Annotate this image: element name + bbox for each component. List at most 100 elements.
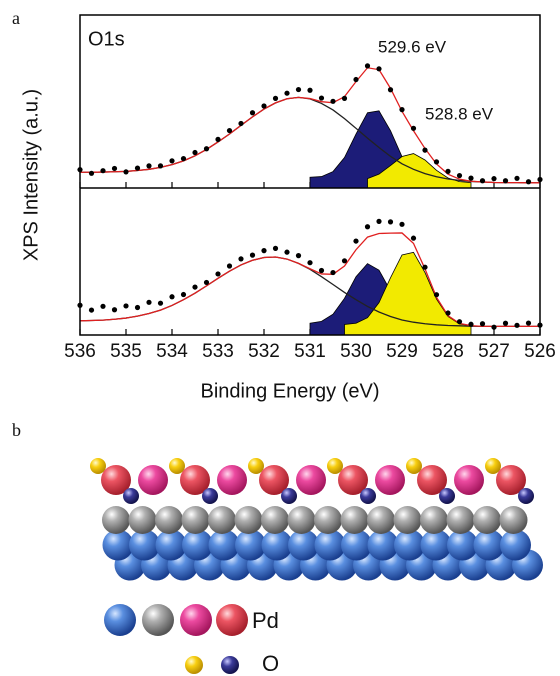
data-point xyxy=(514,322,520,328)
atom xyxy=(180,465,210,495)
data-point xyxy=(88,307,95,313)
x-tick-label: 532 xyxy=(248,341,280,362)
plot: 536 535 534 533 532 531 530 529 528 527 526 O1s 529.… xyxy=(64,28,556,362)
data-point xyxy=(295,253,302,259)
data-point xyxy=(226,263,233,269)
data-point xyxy=(284,249,290,255)
data-point xyxy=(284,90,290,96)
data-point xyxy=(387,87,394,93)
annotation: O1s xyxy=(88,28,125,50)
x-tick-label: 529 xyxy=(386,341,418,362)
data-point xyxy=(479,178,486,184)
atom xyxy=(217,465,247,495)
atom xyxy=(281,488,297,504)
x-axis-label: Binding Energy (eV) xyxy=(201,380,380,402)
data-point xyxy=(134,304,141,311)
fit-line xyxy=(79,256,540,328)
data-point xyxy=(330,269,336,276)
atom xyxy=(473,529,505,561)
data-point xyxy=(456,172,463,179)
x-tick-label: 533 xyxy=(202,341,234,362)
data-point xyxy=(433,159,440,165)
data-point xyxy=(249,110,256,116)
data-point xyxy=(180,155,187,162)
atom xyxy=(142,604,174,636)
atom xyxy=(287,506,316,534)
data-point xyxy=(318,267,325,274)
atom xyxy=(216,604,248,636)
x-tick-label: 535 xyxy=(110,341,142,362)
data-point xyxy=(215,271,221,277)
atom xyxy=(208,506,236,534)
atom xyxy=(128,506,157,534)
data-point xyxy=(272,95,279,101)
data-point xyxy=(307,260,313,266)
data-point xyxy=(146,299,152,305)
atom xyxy=(221,656,239,674)
atom xyxy=(102,529,134,561)
data-point xyxy=(100,168,106,174)
data-point xyxy=(502,320,509,326)
data-point xyxy=(100,303,106,309)
data-point xyxy=(341,258,348,264)
atom xyxy=(155,529,187,561)
data-point xyxy=(479,321,486,327)
atom xyxy=(420,529,452,561)
data-point xyxy=(307,87,313,93)
atom xyxy=(296,465,326,495)
data-point xyxy=(88,170,95,176)
data-point xyxy=(456,319,463,325)
data-point xyxy=(192,284,198,290)
data-point xyxy=(238,120,244,127)
x-tick-label: 528 xyxy=(432,341,464,362)
atom xyxy=(367,529,399,561)
data-point xyxy=(272,245,279,251)
atom xyxy=(248,458,264,474)
atom xyxy=(182,529,213,561)
data-point xyxy=(146,163,152,169)
atom xyxy=(500,529,531,561)
data-point xyxy=(422,264,428,270)
atom xyxy=(180,604,212,636)
data-point xyxy=(525,179,532,185)
data-point xyxy=(353,76,359,83)
atom xyxy=(375,465,405,495)
data-point xyxy=(353,238,359,244)
data-point xyxy=(491,176,497,182)
data-point xyxy=(491,324,497,330)
data-point xyxy=(261,248,267,254)
data-point xyxy=(445,310,451,316)
atom xyxy=(499,506,528,534)
data-point xyxy=(169,294,175,300)
legend-label: Pd xyxy=(252,608,279,633)
atom xyxy=(234,506,263,534)
atom xyxy=(129,529,160,561)
atom xyxy=(341,529,372,561)
atomic-model xyxy=(90,458,543,674)
fit-line xyxy=(79,232,540,328)
data-point xyxy=(203,279,210,286)
atom xyxy=(417,465,447,495)
data-point xyxy=(226,127,233,134)
data-point xyxy=(318,95,325,101)
atom xyxy=(102,506,130,534)
data-point xyxy=(123,303,129,309)
data-point xyxy=(445,168,451,174)
data-point xyxy=(399,107,405,113)
atom xyxy=(327,458,343,474)
data-point xyxy=(330,98,336,104)
atom xyxy=(367,506,395,534)
atom xyxy=(496,465,526,495)
atom xyxy=(185,656,203,674)
data-point xyxy=(399,221,405,227)
data-point xyxy=(364,63,371,69)
y-axis-label: XPS Intensity (a.u.) xyxy=(20,89,42,261)
atom xyxy=(261,506,289,534)
atom xyxy=(446,506,475,534)
data-point xyxy=(433,292,440,298)
data-point xyxy=(157,163,164,169)
atom xyxy=(406,458,422,474)
atom xyxy=(104,604,136,636)
atom xyxy=(394,529,425,561)
